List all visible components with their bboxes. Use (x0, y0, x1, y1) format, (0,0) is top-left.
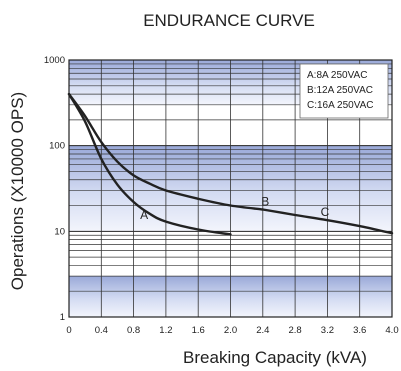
x-tick-label: 2.8 (288, 325, 301, 336)
legend: A:8A 250VAC B:12A 250VAC C:16A 250VAC (299, 63, 389, 119)
x-axis-label: Breaking Capacity (kVA) (183, 348, 367, 367)
y-axis-ticks: 1 10 100 1000 (44, 55, 65, 323)
x-tick-label: 1.6 (192, 325, 205, 336)
y-tick-label: 10 (54, 226, 65, 237)
x-tick-label: 0.4 (95, 325, 108, 336)
x-tick-label: 2.4 (256, 325, 269, 336)
y-tick-label: 1 (60, 312, 65, 323)
curve-label-a: A (140, 208, 148, 222)
plot-frame (68, 59, 393, 318)
series-line-a (67, 92, 232, 236)
x-tick-label: 3.6 (353, 325, 366, 336)
x-tick-label: 3.2 (321, 325, 334, 336)
curve-labels: A B C (140, 195, 330, 222)
x-tick-label: 0 (66, 325, 71, 336)
curve-label-c: C (321, 205, 330, 219)
y-tick-label: 1000 (44, 55, 65, 66)
legend-entry-c: C:16A 250VAC (307, 100, 374, 111)
series-line-c (261, 208, 394, 235)
x-tick-label: 4.0 (385, 325, 398, 336)
y-axis-label: Operations (X10000 OPS) (8, 92, 27, 290)
x-tick-label: 1.2 (159, 325, 172, 336)
series-layer (67, 92, 394, 236)
chart-title: ENDURANCE CURVE (143, 11, 315, 30)
legend-entry-a: A:8A 250VAC (307, 70, 367, 81)
series-line-b (67, 92, 264, 211)
y-tick-label: 100 (49, 141, 65, 152)
x-axis-ticks: 0 0.4 0.8 1.2 1.6 2.0 2.4 2.8 3.2 3.6 4.0 (66, 325, 398, 336)
x-tick-label: 2.0 (224, 325, 237, 336)
x-tick-label: 0.8 (127, 325, 140, 336)
legend-entry-b: B:12A 250VAC (307, 85, 373, 96)
legend-box (299, 63, 389, 119)
curve-label-b: B (261, 195, 269, 209)
